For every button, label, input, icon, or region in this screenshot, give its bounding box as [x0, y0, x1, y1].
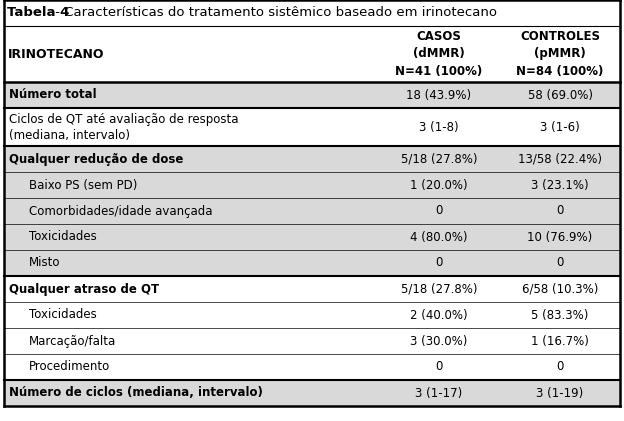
Bar [4, 224, 620, 250]
Text: 3 (30.0%): 3 (30.0%) [411, 335, 467, 347]
Text: CASOS
(dMMR)
N=41 (100%): CASOS (dMMR) N=41 (100%) [396, 30, 482, 77]
Text: Toxicidades: Toxicidades [29, 231, 97, 243]
Bar [4, 172, 620, 198]
Text: Procedimento: Procedimento [29, 360, 110, 373]
Text: Tabela 4: Tabela 4 [7, 6, 69, 19]
Text: CONTROLES
(pMMR)
N=84 (100%): CONTROLES (pMMR) N=84 (100%) [516, 30, 603, 77]
Text: 1 (20.0%): 1 (20.0%) [410, 179, 468, 192]
Text: 2 (40.0%): 2 (40.0%) [410, 309, 468, 322]
Text: 0: 0 [557, 256, 563, 269]
Text: 0: 0 [557, 360, 563, 373]
Text: 58 (69.0%): 58 (69.0%) [527, 88, 593, 101]
Text: 3 (1-8): 3 (1-8) [419, 120, 459, 133]
Text: Toxicidades: Toxicidades [29, 309, 97, 322]
Bar [4, 26, 620, 82]
Bar [4, 302, 620, 328]
Text: 1 (16.7%): 1 (16.7%) [531, 335, 589, 347]
Bar [4, 354, 620, 380]
Text: 0: 0 [436, 256, 442, 269]
Bar [4, 250, 620, 276]
Bar [4, 380, 620, 406]
Text: 3 (1-17): 3 (1-17) [416, 386, 462, 400]
Text: IRINOTECANO: IRINOTECANO [8, 48, 104, 61]
Text: 0: 0 [436, 205, 442, 218]
Bar [4, 328, 620, 354]
Bar [4, 198, 620, 224]
Bar [4, 108, 620, 146]
Text: Número total: Número total [9, 88, 97, 101]
Text: 3 (23.1%): 3 (23.1%) [531, 179, 589, 192]
Text: 18 (43.9%): 18 (43.9%) [406, 88, 472, 101]
Bar [4, 276, 620, 302]
Text: 0: 0 [557, 205, 563, 218]
Text: Marcação/falta: Marcação/falta [29, 335, 116, 347]
Text: Baixo PS (sem PD): Baixo PS (sem PD) [29, 179, 137, 192]
Text: 13/58 (22.4%): 13/58 (22.4%) [518, 152, 602, 165]
Text: Comorbidades/idade avançada: Comorbidades/idade avançada [29, 205, 213, 218]
Text: 5 (83.3%): 5 (83.3%) [531, 309, 588, 322]
Text: 0: 0 [436, 360, 442, 373]
Bar [4, 82, 620, 108]
Text: 3 (1-6): 3 (1-6) [540, 120, 580, 133]
Text: - Características do tratamento sistêmico baseado em irinotecano: - Características do tratamento sistêmic… [51, 6, 497, 19]
Text: Misto: Misto [29, 256, 61, 269]
Text: Qualquer redução de dose: Qualquer redução de dose [9, 152, 183, 165]
Bar [4, 146, 620, 172]
Text: 10 (76.9%): 10 (76.9%) [527, 231, 593, 243]
Text: Qualquer atraso de QT: Qualquer atraso de QT [9, 282, 159, 296]
Text: Número de ciclos (mediana, intervalo): Número de ciclos (mediana, intervalo) [9, 386, 263, 400]
Text: 6/58 (10.3%): 6/58 (10.3%) [522, 282, 598, 296]
Text: 5/18 (27.8%): 5/18 (27.8%) [401, 152, 477, 165]
Bar [4, 0, 620, 26]
Text: 4 (80.0%): 4 (80.0%) [410, 231, 468, 243]
Text: 5/18 (27.8%): 5/18 (27.8%) [401, 282, 477, 296]
Text: Ciclos de QT até avaliação de resposta
(mediana, intervalo): Ciclos de QT até avaliação de resposta (… [9, 112, 238, 141]
Text: 3 (1-19): 3 (1-19) [537, 386, 583, 400]
